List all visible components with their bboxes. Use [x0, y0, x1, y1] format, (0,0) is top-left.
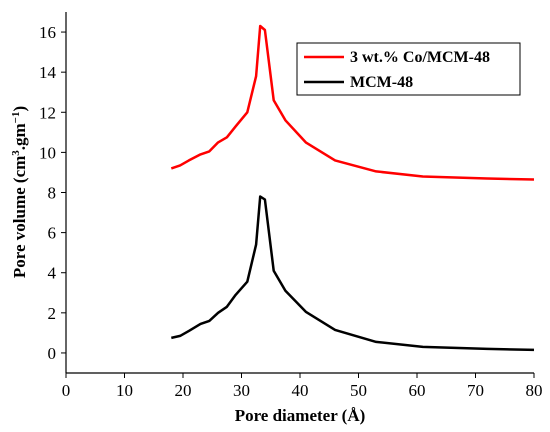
- series-line-2: [171, 195, 535, 352]
- y-tick-label: 6: [48, 224, 57, 243]
- y-axis-ticks: 0 2 4 6 8 10 12 14 16: [39, 23, 66, 363]
- x-tick-label: 30: [233, 381, 250, 400]
- legend: 3 wt.% Co/MCM-48 MCM-48: [296, 42, 521, 96]
- x-tick-label: 0: [62, 381, 71, 400]
- y-axis-title: Pore volume (cm3.gm−1): [10, 106, 29, 278]
- series-layer: [170, 24, 535, 352]
- x-tick-label: 10: [116, 381, 133, 400]
- x-tick-label: 40: [292, 381, 309, 400]
- y-tick-label: 10: [39, 143, 56, 162]
- y-tick-label: 2: [48, 304, 57, 323]
- x-tick-label: 50: [350, 381, 367, 400]
- y-tick-label: 4: [48, 264, 57, 283]
- y-tick-label: 14: [39, 63, 57, 82]
- y-tick-label: 12: [39, 103, 56, 122]
- x-axis-ticks: 0 10 20 30 40 50 60 70 80: [62, 373, 543, 400]
- legend-label-series-2: MCM-48: [350, 74, 413, 91]
- x-tick-label: 20: [175, 381, 192, 400]
- y-tick-label: 0: [48, 344, 57, 363]
- x-tick-label: 80: [526, 381, 543, 400]
- legend-label-series-1: 3 wt.% Co/MCM-48: [350, 49, 490, 66]
- series-line-1: [170, 24, 535, 181]
- y-tick-label: 16: [39, 23, 56, 42]
- legend-box: [296, 42, 521, 96]
- x-tick-label: 60: [409, 381, 426, 400]
- x-axis-title: Pore diameter (Å): [235, 406, 366, 425]
- y-tick-label: 8: [48, 184, 57, 203]
- x-tick-label: 70: [467, 381, 484, 400]
